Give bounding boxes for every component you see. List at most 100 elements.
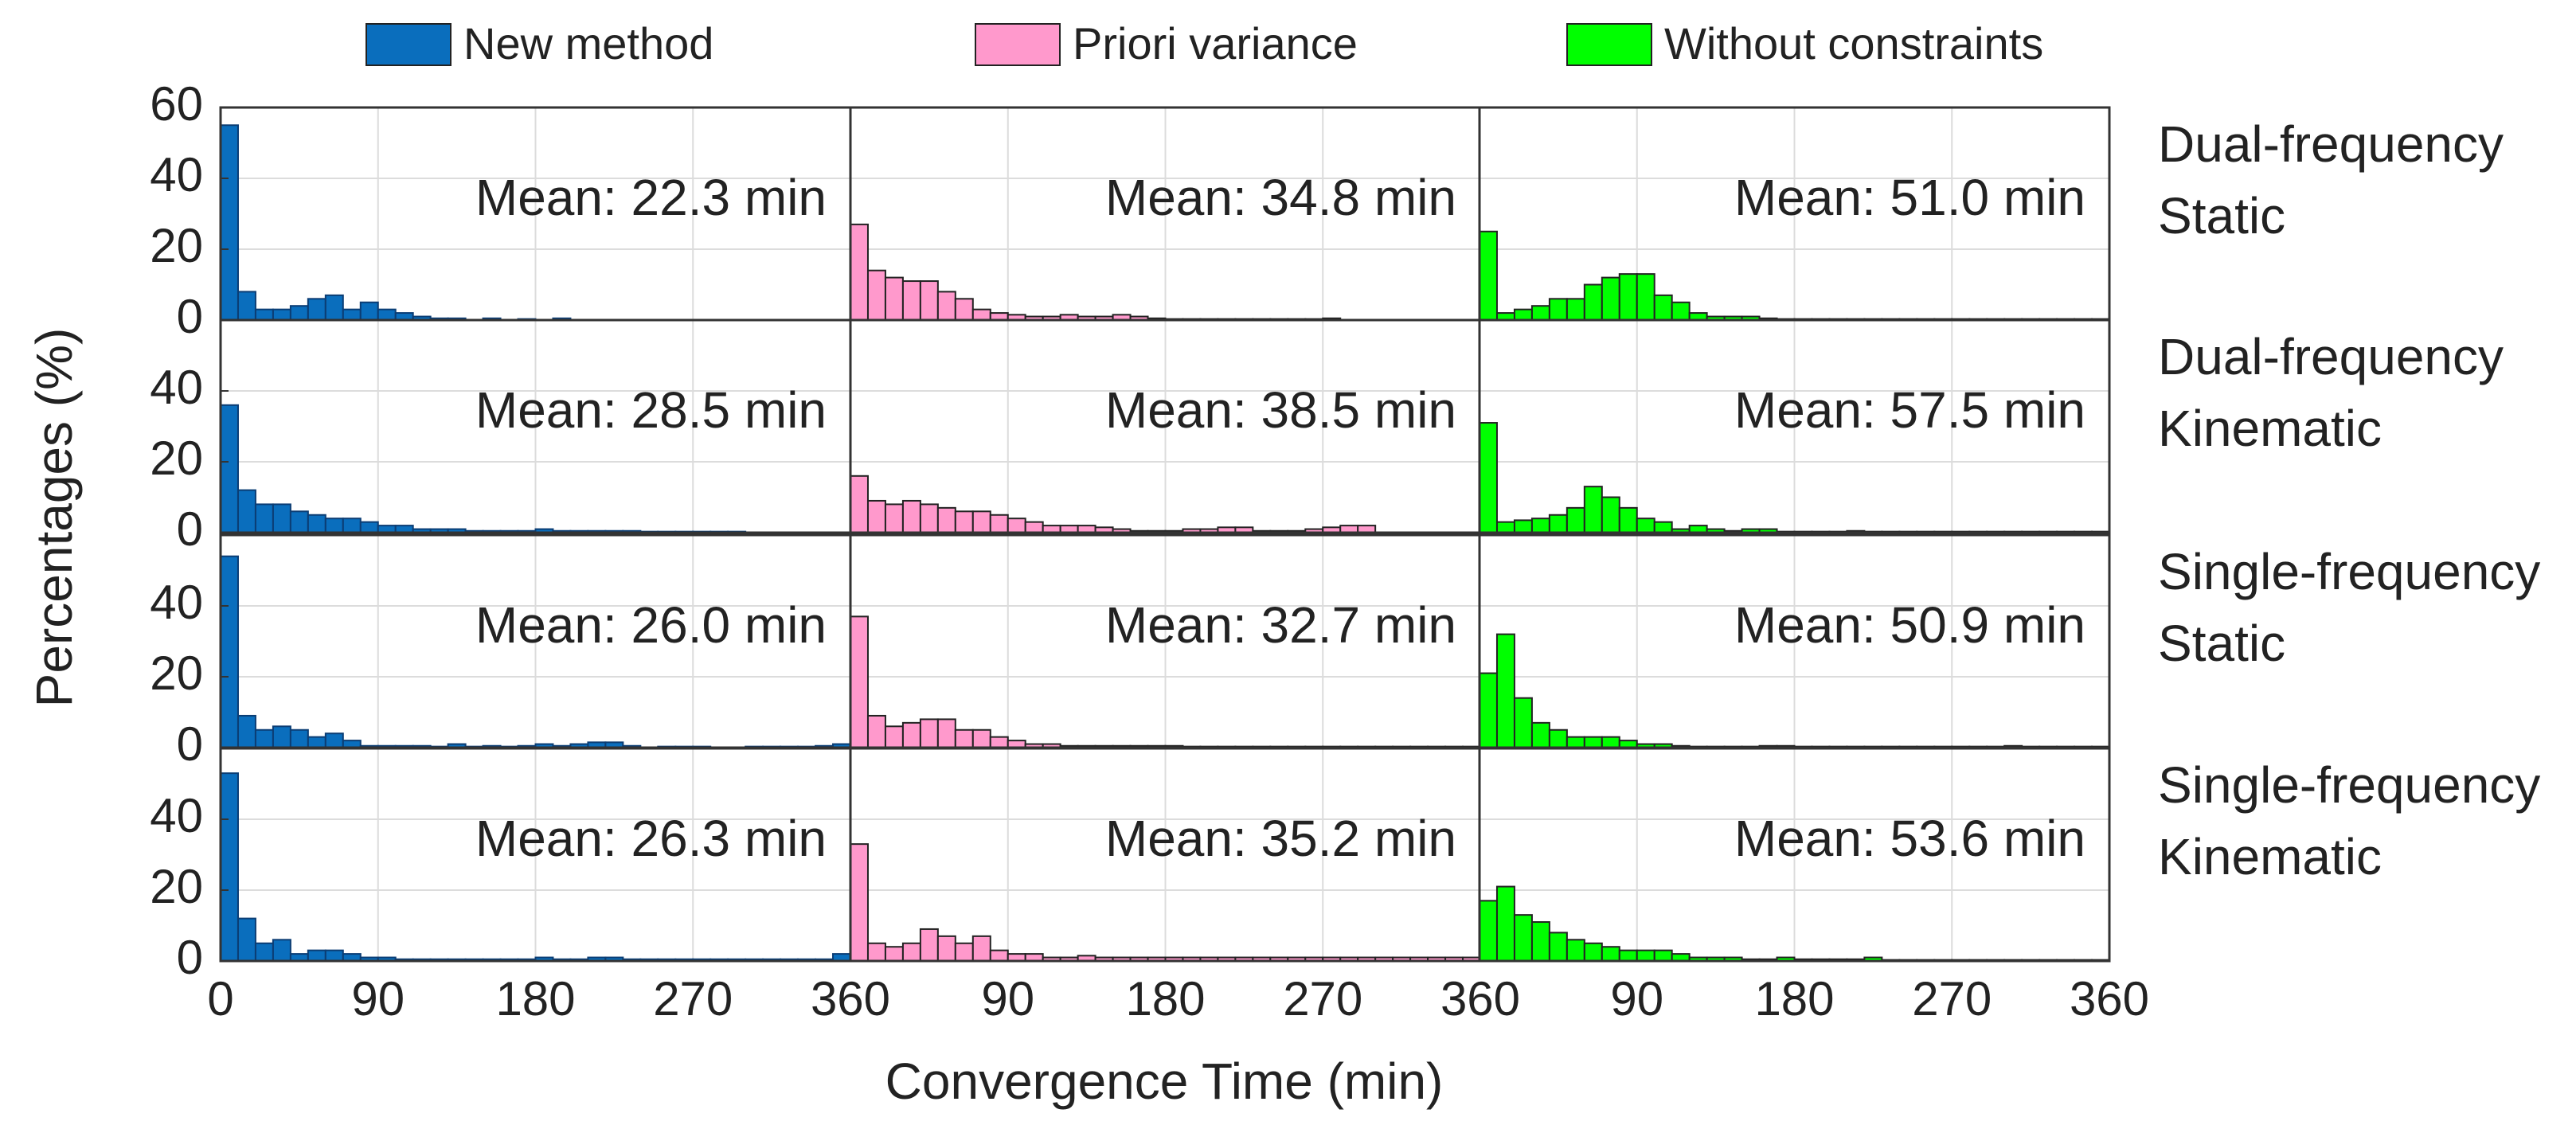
histogram-bar [1671, 301, 1691, 321]
histogram-bar [971, 510, 991, 533]
histogram-bar [377, 308, 397, 321]
histogram-bar [236, 714, 256, 749]
y-tick-label: 40 [150, 361, 203, 414]
legend-item: New method [365, 18, 713, 68]
mean-annotation: Mean: 26.0 min [475, 596, 827, 654]
mean-annotation: Mean: 35.2 min [1105, 810, 1456, 867]
histogram-bar [324, 949, 344, 963]
x-tick-label: 360 [1440, 972, 1520, 1025]
histogram-bar [272, 503, 291, 534]
y-tick-label: 0 [177, 717, 203, 771]
histogram-bar [954, 510, 974, 533]
histogram-bar [1495, 633, 1515, 748]
legend-label: Priori variance [1073, 18, 1358, 68]
legend-label: Without constraints [1664, 18, 2043, 68]
histogram-bar [884, 503, 904, 534]
mean-annotation: Mean: 22.3 min [475, 169, 827, 226]
histogram-bar [1653, 521, 1673, 534]
histogram-bar [1601, 276, 1620, 322]
histogram-bar [236, 291, 256, 321]
panel-r2-c2: Mean: 38.5 min [849, 318, 1482, 534]
histogram-bar [919, 503, 939, 534]
histogram-bar [1530, 721, 1550, 748]
histogram-bar [1548, 514, 1568, 533]
histogram-bar [1479, 422, 1498, 533]
histogram-bar [1618, 506, 1638, 533]
x-tick-label: 270 [653, 972, 733, 1025]
histogram-bar [954, 942, 974, 962]
histogram-bar [1636, 273, 1655, 321]
histogram-bar [1513, 308, 1533, 321]
y-tick-label: 40 [150, 148, 203, 201]
histogram-bar [1566, 298, 1585, 321]
histogram-bar [220, 124, 239, 321]
histogram-bar [359, 521, 379, 534]
x-tick-label: 180 [495, 972, 575, 1025]
x-tick-label: 180 [1125, 972, 1205, 1025]
histogram-bar [342, 518, 362, 534]
histogram-bar [1601, 496, 1620, 533]
histogram-bar [989, 514, 1009, 533]
histogram-bar [307, 949, 326, 963]
histogram-bar [289, 305, 309, 322]
histogram-bar [989, 949, 1009, 963]
histogram-bar [919, 718, 939, 749]
x-axis-label: Convergence Time (min) [885, 1053, 1444, 1110]
panel-r3-c1: Mean: 26.0 min [219, 533, 852, 749]
mean-annotation: Mean: 26.3 min [475, 810, 827, 867]
y-tick-label: 20 [150, 646, 203, 700]
histogram-bar [971, 308, 991, 321]
histogram-bar [866, 269, 886, 322]
histogram-bar [866, 714, 886, 749]
histogram-bar [307, 736, 326, 749]
row-label-line: Single-frequency [2158, 756, 2540, 814]
histogram-bar [272, 308, 291, 321]
histogram-bar [272, 939, 291, 963]
histogram-bar [1583, 942, 1603, 962]
mean-annotation: Mean: 51.0 min [1734, 169, 2085, 226]
histogram-bar [919, 280, 939, 321]
histogram-bar [850, 843, 869, 963]
histogram-bar [989, 736, 1009, 749]
histogram-bar [289, 510, 309, 533]
x-tick-label: 180 [1754, 972, 1834, 1025]
mean-annotation: Mean: 28.5 min [475, 381, 827, 439]
histogram-bar [1479, 900, 1498, 962]
histogram-bar [1495, 885, 1515, 963]
histogram-bar [1479, 230, 1498, 321]
x-tick-label: 0 [207, 972, 233, 1025]
panel-r3-c2: Mean: 32.7 min [849, 533, 1482, 749]
histogram-bar [1530, 305, 1550, 322]
y-axis-label: Percentages (%) [25, 328, 83, 708]
y-tick-label: 0 [177, 290, 203, 343]
panel-border [1478, 747, 2111, 963]
histogram-bar [1513, 519, 1533, 533]
histogram-bar [954, 729, 974, 748]
row-labels: Dual-frequency Static Dual-frequency Kinema… [2158, 115, 2540, 885]
legend-swatch [975, 23, 1061, 66]
histogram-bar [1530, 921, 1550, 963]
histogram-bar [254, 942, 274, 962]
histogram-bar [324, 518, 344, 534]
panel-r4-c2: Mean: 35.2 min [849, 747, 1482, 963]
mean-annotation: Mean: 34.8 min [1105, 169, 1456, 226]
histogram-bar [1566, 736, 1585, 749]
y-tick-label: 20 [150, 219, 203, 272]
histogram-bar [901, 280, 921, 321]
histogram-bar [220, 555, 239, 749]
histogram-bar [254, 729, 274, 748]
y-tick-label: 0 [177, 502, 203, 556]
histogram-bar [884, 946, 904, 962]
histogram-bar [954, 298, 974, 321]
histogram-bar [936, 935, 956, 962]
histogram-bar [901, 721, 921, 748]
histogram-bar [1530, 518, 1550, 534]
histogram-bar [1618, 949, 1638, 963]
legend-label: New method [463, 18, 713, 68]
histogram-bar [1566, 506, 1585, 533]
x-tick-label: 90 [351, 972, 405, 1025]
histogram-bar [1653, 294, 1673, 322]
histogram-bar [936, 718, 956, 749]
histogram-bar [220, 772, 239, 963]
x-tick-label: 360 [2070, 972, 2149, 1025]
